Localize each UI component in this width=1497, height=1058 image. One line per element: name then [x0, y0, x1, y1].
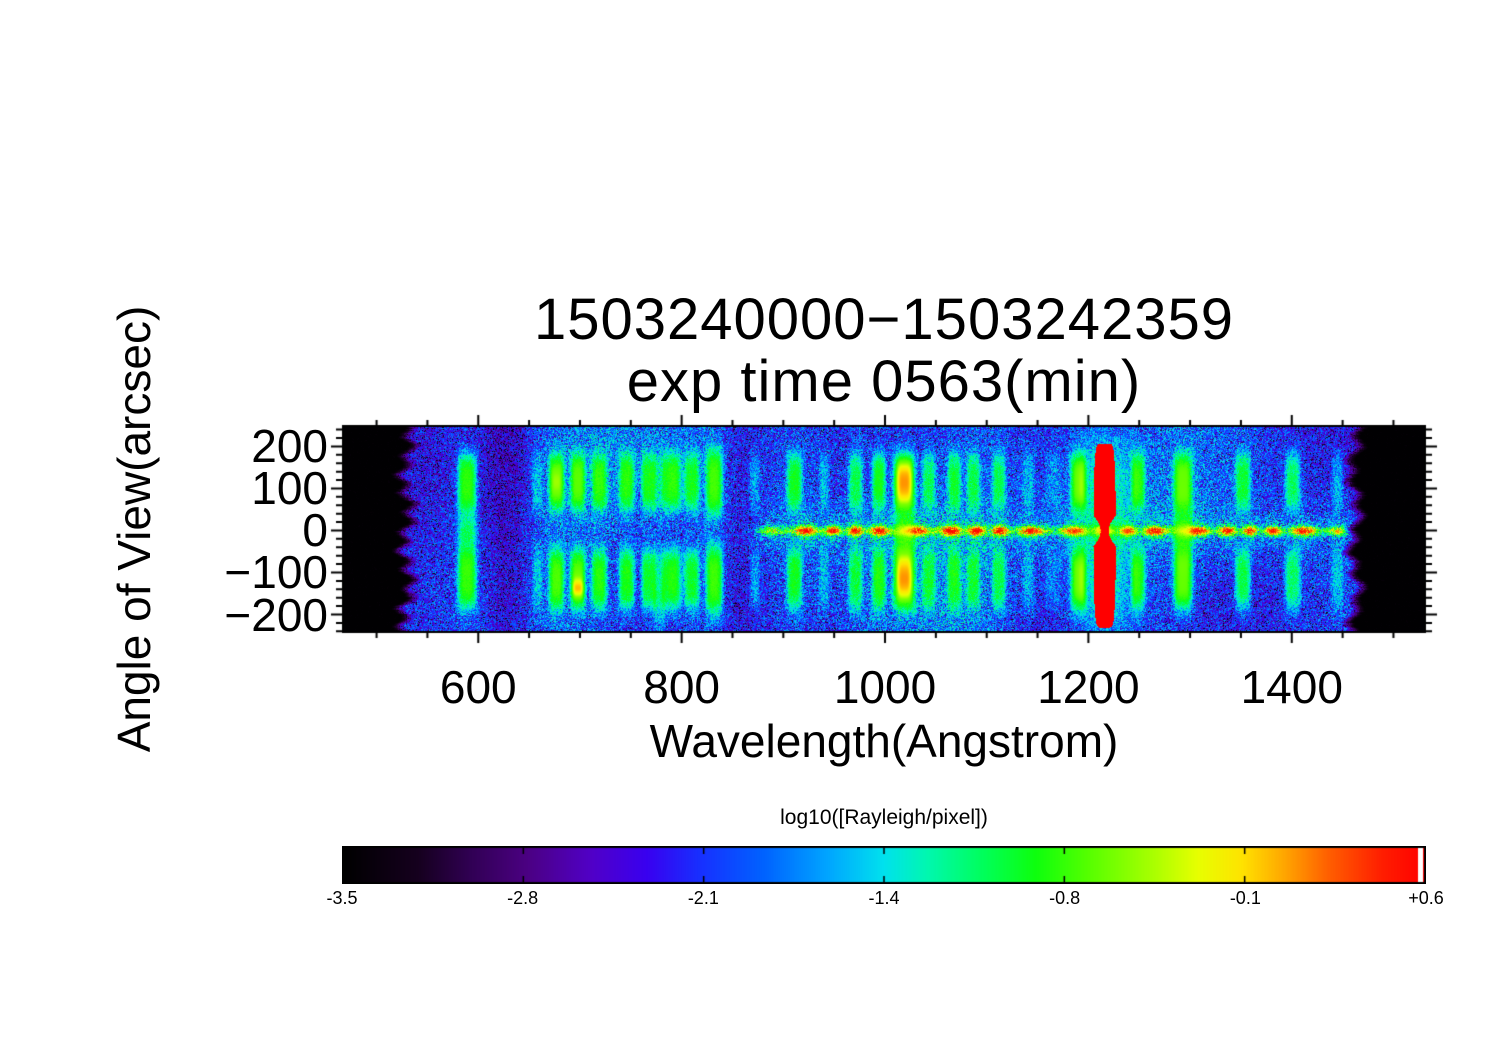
x-tick-label: 600 — [439, 661, 517, 713]
x-tick-label: 1000 — [833, 661, 937, 713]
y-tick-label: −100 — [224, 546, 328, 599]
colorbar-gradient — [342, 846, 1426, 884]
plot-title-date-range: 1503240000−1503242359 — [533, 287, 1234, 352]
y-tick-label: −200 — [224, 588, 328, 641]
y-tick-label: 200 — [251, 420, 328, 473]
y-tick-label: 100 — [251, 462, 328, 515]
y-tick-label: 0 — [302, 504, 328, 557]
colorbar-tick-label: -0.1 — [1229, 888, 1261, 908]
x-axis-title: Wavelength(Angstrom) — [649, 715, 1119, 767]
colorbar-title: log10([Rayleigh/pixel]) — [780, 806, 988, 829]
colorbar-tick-label: -0.8 — [1049, 888, 1081, 908]
colorbar-tick-label: -2.8 — [507, 888, 539, 908]
plot-title-exposure: exp time 0563(min) — [626, 349, 1142, 414]
x-tick-label: 1400 — [1240, 661, 1343, 713]
colorbar-tick-label: -1.4 — [868, 888, 900, 908]
colorbar-tick-label: -3.5 — [326, 888, 358, 908]
x-tick-label: 1200 — [1037, 661, 1140, 713]
colorbar-tick-label: +0.6 — [1408, 888, 1444, 908]
x-tick-label: 800 — [643, 661, 720, 713]
spectrogram-image — [324, 407, 1444, 651]
colorbar-tick-label: -2.1 — [687, 888, 719, 908]
